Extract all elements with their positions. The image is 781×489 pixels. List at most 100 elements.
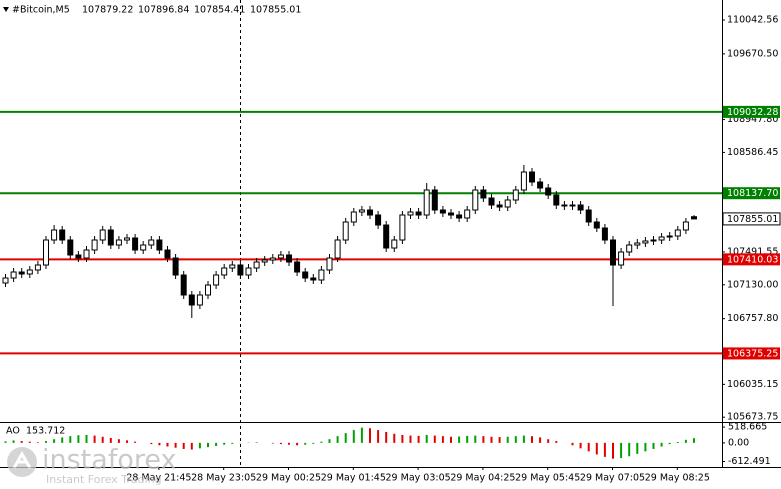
ao-tick-label: 0.00 [728,437,749,448]
header-icon [3,7,9,12]
y-tick-label: 106035.15 [727,379,778,390]
candle-body [107,229,114,246]
candle-body [585,209,592,223]
candle-body [593,221,600,229]
candle-body [472,189,479,211]
ao-name: AO [6,426,20,437]
candle-body [196,294,203,306]
candle-body [2,277,9,284]
candle-body [439,209,446,214]
x-tick-label: 29 May 04:25 [450,473,515,484]
x-tick-label: 29 May 03:05 [386,473,451,484]
candle-body [537,181,544,189]
candle-body [529,171,535,183]
candle-body [124,237,130,241]
candle-body [237,264,244,276]
candle-body [618,251,625,266]
time-axis: 28 May 21:45 28 May 23:05 29 May 00:25 29 M… [126,467,710,484]
candle-body [367,209,373,216]
candle-body [205,284,211,296]
level-label: 108137.70 [727,188,778,199]
candle-body [269,257,276,261]
candle-body [75,254,82,259]
y-tick-label: 109670.50 [727,48,778,59]
candle-body [261,259,268,263]
candle-body [156,239,163,251]
candle-body [245,267,252,276]
candles [2,165,697,318]
candle-body [310,277,317,281]
candle-body [431,189,438,211]
level-label: 107410.03 [727,254,778,265]
candle-body [43,239,49,266]
x-tick-label: 29 May 08:25 [645,473,710,484]
candle-body [277,254,284,259]
y-tick-label: 107130.00 [727,279,778,290]
candle-body [415,211,422,216]
candle-body [10,271,17,279]
candle-body [350,211,357,223]
candle-body [464,209,471,219]
level-label-box [723,187,780,200]
tagline: Instant Forex Trading [46,473,162,486]
candle-body [561,204,568,207]
x-tick-label: 29 May 07:05 [580,473,645,484]
current-price-box [722,212,781,226]
candle-body [140,244,147,251]
candle-body [423,189,430,216]
level-label-box [723,347,780,360]
y-tick-label: 105673.75 [727,412,778,423]
candle-body [674,229,681,237]
header-close: 107855.01 [250,5,301,16]
level-label-box [723,105,780,118]
candle-body [650,239,657,242]
candle-body [520,171,527,191]
candle-body [59,229,66,241]
ao-header: AO 153.712 [6,426,65,437]
candle-body [91,239,98,251]
x-tick-label: 28 May 21:45 [126,473,191,484]
level-label: 109032.28 [727,107,778,118]
candle-body [545,187,552,196]
candle-body [626,244,633,253]
candle-body [180,274,187,296]
candle-body [115,239,122,246]
candle-body [601,227,608,241]
candle-body [496,204,503,208]
candle-body [99,229,106,241]
candle-body [342,221,349,241]
brand: instaforex [42,445,176,476]
candle-body [480,189,487,199]
x-tick-label: 29 May 00:25 [256,473,321,484]
candle-body [682,221,689,231]
ao-histogram: 518.665 0.00 -612.491 [4,422,771,467]
candle-body [302,271,309,279]
x-tick-label: 29 May 05:45 [515,473,580,484]
y-tick-label: 110042.56 [727,15,778,26]
candle-body [18,271,25,275]
candle-body [286,254,292,263]
candle-body [51,229,58,241]
candle-body [148,239,155,246]
y-tick-label: 106757.80 [727,313,778,324]
candle-body [391,239,398,249]
candle-body [383,224,390,249]
candle-body [456,214,463,219]
candle-body [67,239,74,256]
header-open: 107879.22 [82,5,133,16]
levels [0,110,722,355]
y-tick-label: 108586.45 [727,147,778,158]
candle-body [34,264,41,271]
candle-body [666,235,673,238]
candle-body [358,209,365,213]
candle-body [164,249,171,259]
candle-body [512,189,519,201]
candle-body [399,214,406,241]
candle-body [504,199,511,208]
current-price-label: 107855.01 [727,214,778,225]
x-tick-label: 28 May 23:05 [191,473,256,484]
price-axis: 110042.56 109670.50 108947.80 108586.45 1074… [722,15,778,423]
candle-body [691,216,697,220]
